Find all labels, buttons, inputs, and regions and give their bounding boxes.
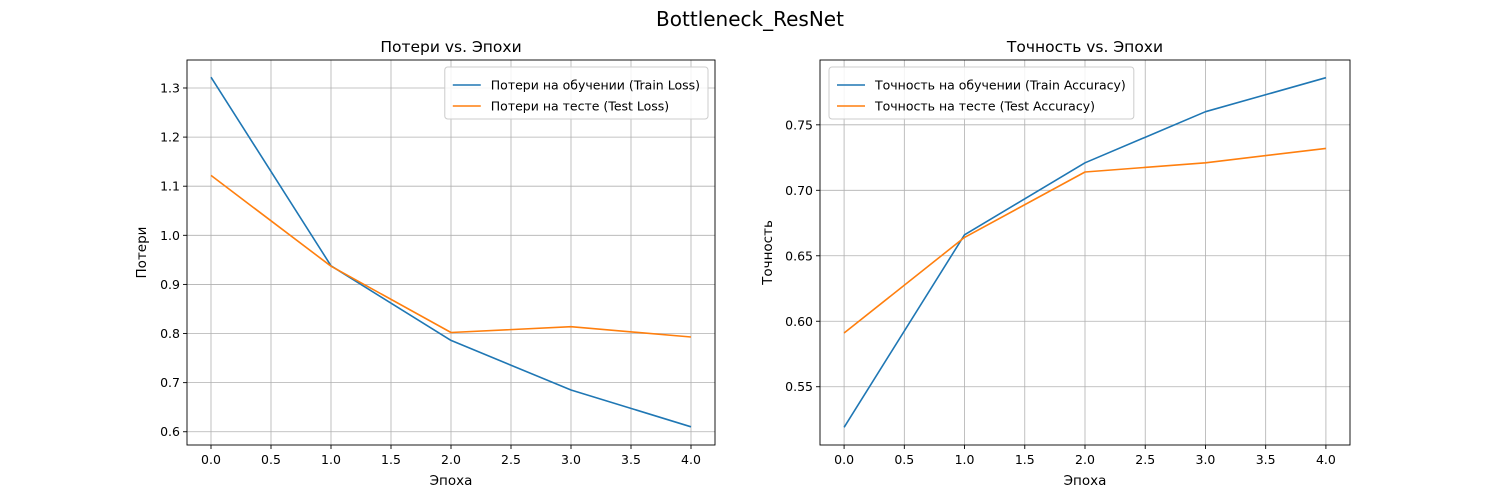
legend-entry-0: Потери на обучении (Train Loss)	[491, 78, 700, 93]
x-tick-label: 2.0	[441, 452, 461, 467]
series-line-0	[843, 76, 1327, 428]
x-tick-label: 2.5	[501, 452, 521, 467]
series-line-0	[210, 76, 692, 428]
y-tick-label: 1.2	[160, 130, 180, 145]
chart-title: Точность vs. Эпохи	[1006, 38, 1163, 56]
series-line-1	[210, 174, 692, 338]
figure-suptitle: Bottleneck_ResNet	[656, 7, 844, 31]
x-tick-label: 4.0	[1316, 452, 1336, 467]
chart-title: Потери vs. Эпохи	[380, 38, 521, 56]
y-tick-label: 0.7	[160, 375, 180, 390]
y-tick-label: 0.6	[160, 424, 180, 439]
y-tick-label: 1.1	[160, 179, 180, 194]
y-tick-label: 0.75	[785, 117, 813, 132]
x-tick-label: 0.5	[894, 452, 914, 467]
x-tick-label: 3.0	[561, 452, 581, 467]
x-tick-label: 3.5	[621, 452, 641, 467]
y-axis-label: Точность	[760, 220, 776, 286]
y-tick-label: 0.60	[785, 314, 813, 329]
legend-entry-0: Точность на обучении (Train Accuracy)	[874, 78, 1126, 93]
legend: Потери на обучении (Train Loss) Потери на…	[444, 66, 709, 120]
legend: Точность на обучении (Train Accuracy) Точ…	[828, 66, 1135, 120]
x-tick-label: 1.5	[1015, 452, 1035, 467]
legend-box	[828, 66, 1135, 120]
legend-box	[444, 66, 709, 120]
y-tick-label: 1.3	[160, 80, 180, 95]
x-tick-label: 1.0	[955, 452, 975, 467]
series-line-1	[843, 147, 1326, 334]
y-tick-label: 0.55	[785, 379, 813, 394]
chart-accuracy: 0.0 0.5 1.0 1.5 2.0 2.5 3.0 3.5 4.0 0.55 0.60 0.65 0…	[760, 38, 1351, 489]
legend-entry-1: Точность на тесте (Test Accuracy)	[874, 99, 1095, 114]
y-tick-label: 0.8	[160, 326, 180, 341]
x-tick-label: 2.0	[1075, 452, 1095, 467]
y-tick-label: 1.0	[160, 228, 180, 243]
chart-loss: 0.0 0.5 1.0 1.5 2.0 2.5 3.0 3.5 4.0 0.6 0.7 0.8 0.9 1…	[134, 38, 716, 489]
y-axis-label: Потери	[134, 227, 150, 279]
y-tick-label: 0.9	[160, 277, 180, 292]
x-tick-label: 4.0	[681, 452, 701, 467]
y-tick-label: 0.65	[785, 248, 813, 263]
x-axis-label: Эпоха	[430, 473, 473, 489]
x-axis-label: Эпоха	[1064, 473, 1107, 489]
x-tick-label: 0.0	[201, 452, 221, 467]
x-tick-label: 1.5	[381, 452, 401, 467]
x-tick-label: 2.5	[1135, 452, 1155, 467]
x-tick-label: 3.5	[1256, 452, 1276, 467]
x-tick-label: 3.0	[1196, 452, 1216, 467]
x-tick-label: 0.5	[261, 452, 281, 467]
x-tick-label: 1.0	[321, 452, 341, 467]
x-tick-label: 0.0	[834, 452, 854, 467]
legend-entry-1: Потери на тесте (Test Loss)	[491, 99, 669, 114]
y-tick-label: 0.70	[785, 183, 813, 198]
